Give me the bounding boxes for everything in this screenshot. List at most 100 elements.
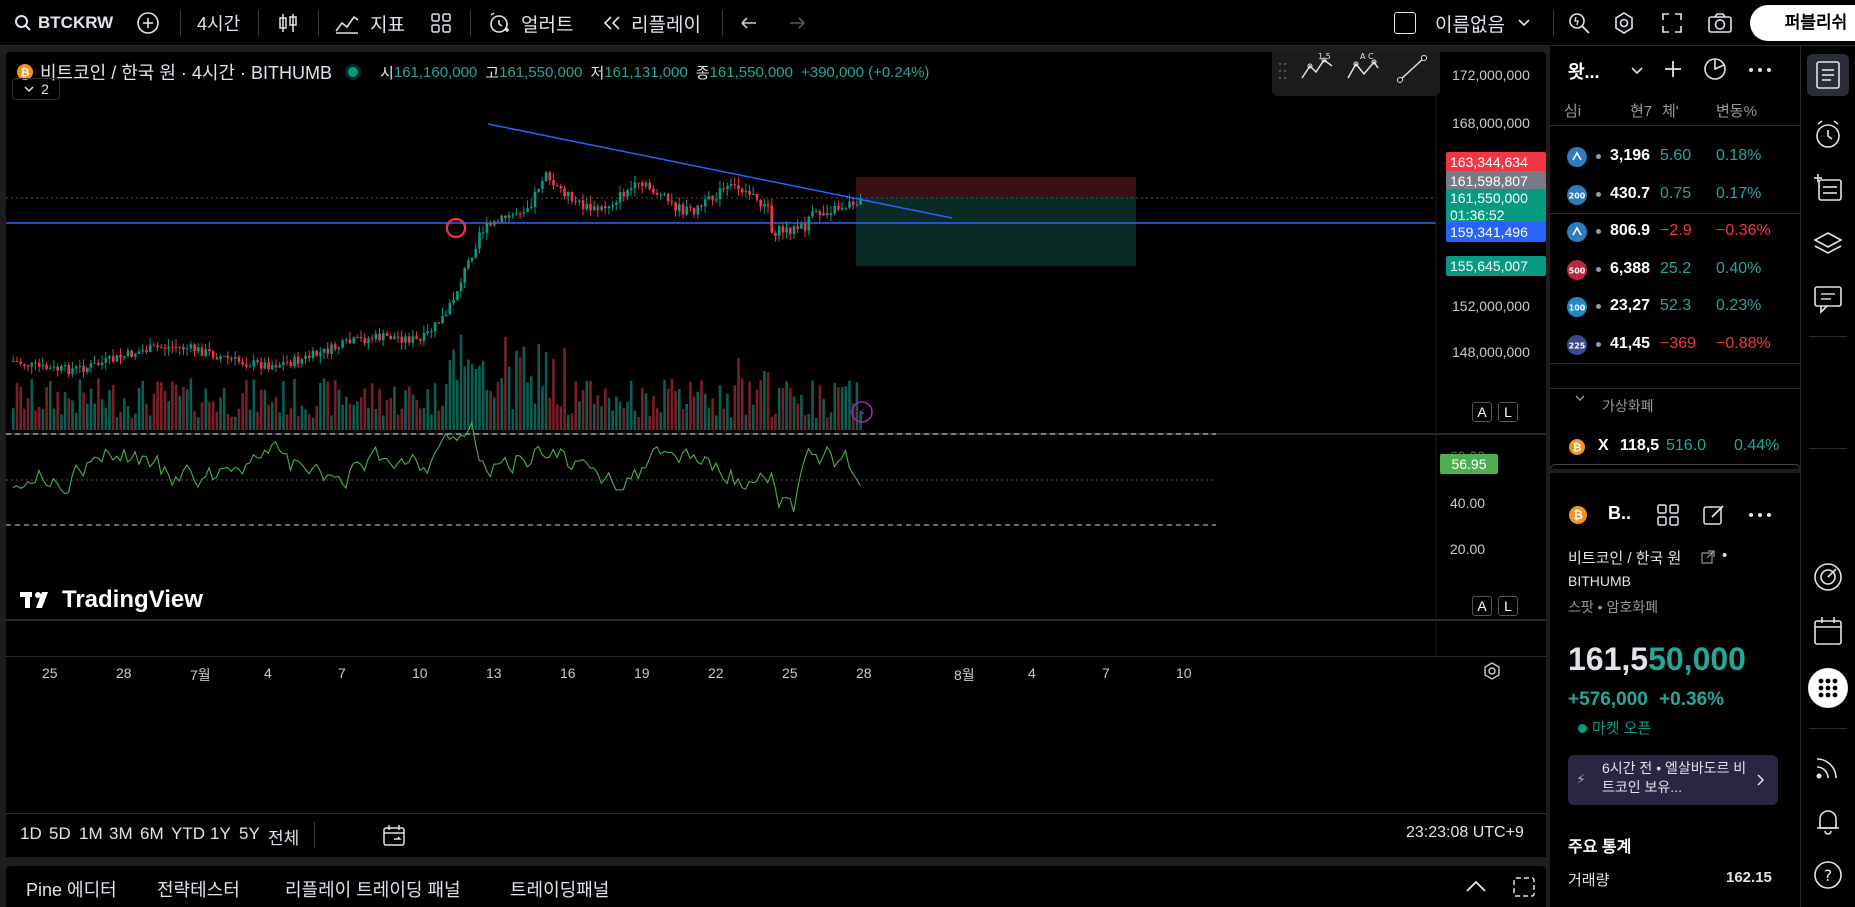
calendar-goto-icon[interactable] — [382, 824, 408, 848]
auto-scale-button[interactable]: A — [1472, 596, 1492, 616]
more-dots-icon[interactable] — [1748, 66, 1772, 74]
time-axis-settings-icon[interactable] — [1482, 661, 1502, 681]
log-scale-button[interactable]: L — [1498, 402, 1518, 422]
tab-pine-editor[interactable]: Pine 에디터 — [26, 880, 117, 900]
volume-bar — [611, 410, 614, 430]
layers-icon[interactable] — [1811, 228, 1845, 262]
watchlist-icon[interactable] — [1811, 58, 1845, 92]
range-button[interactable]: 1M — [79, 824, 103, 843]
target-icon[interactable] — [1811, 560, 1845, 594]
chevron-down-icon[interactable] — [1574, 394, 1586, 404]
templates-button[interactable] — [430, 0, 452, 46]
layout-checkbox[interactable] — [1394, 0, 1416, 46]
news-card[interactable]: ⚡ 6시간 전 • 엘살바도르 비트코인 보유... — [1568, 755, 1778, 805]
add-symbol-icon[interactable] — [1662, 58, 1684, 80]
chevron-up-icon[interactable] — [1464, 878, 1488, 894]
fullscreen-button[interactable] — [1661, 0, 1683, 46]
list-item[interactable]: 100 23,27 52.3 0.23% — [1550, 289, 1800, 325]
chart-pane[interactable]: ⚡ ₿ 비트코인 / 한국 원 · 4시간 · BITHUMB 시 161,16… — [6, 52, 1546, 852]
list-item[interactable]: 500 6,388 25.2 0.40% — [1550, 252, 1800, 288]
volume-bar — [97, 378, 100, 430]
alarm-clock-icon — [490, 12, 509, 33]
volume-bar — [444, 384, 448, 430]
range-button[interactable]: 5Y — [239, 824, 260, 843]
list-item[interactable]: ₿ X 118,5 516.0 0.44% — [1550, 429, 1800, 465]
list-item[interactable]: 225 41,45 −369 −0.88% — [1550, 327, 1800, 363]
layout-name-button[interactable]: 이름없음 — [1435, 0, 1531, 46]
list-item[interactable]: 200 430.7 0.75 0.17% — [1550, 177, 1800, 213]
tab-trading-panel[interactable]: 트레이딩패널 — [510, 880, 610, 900]
settings-button[interactable] — [1612, 0, 1636, 46]
redo-button[interactable] — [786, 0, 808, 46]
range-button[interactable]: 5D — [49, 824, 71, 843]
clock-timezone[interactable]: 23:23:08 UTC+9 — [1406, 824, 1524, 841]
external-link-icon[interactable] — [1700, 549, 1716, 565]
publish-button[interactable] — [1750, 5, 1855, 41]
volume-bar — [352, 404, 355, 430]
apps-button[interactable] — [1808, 668, 1848, 708]
section-crypto[interactable]: 가상화폐 — [1602, 398, 1654, 414]
alert-button[interactable]: 얼러트 — [487, 0, 573, 46]
quick-search-button[interactable] — [1566, 0, 1592, 46]
help-icon[interactable]: ? — [1811, 858, 1845, 892]
volume-bar — [308, 414, 311, 430]
col-change-pct[interactable]: 변동% — [1716, 103, 1757, 120]
chevron-down-icon[interactable] — [1630, 66, 1644, 76]
candle-body — [833, 206, 836, 214]
chart-type-button[interactable] — [276, 0, 300, 46]
range-button[interactable]: 1Y — [210, 824, 231, 843]
more-dots-icon[interactable] — [1748, 511, 1772, 519]
pie-chart-icon[interactable] — [1702, 56, 1728, 82]
drag-handle-icon[interactable] — [1278, 61, 1288, 81]
edit-icon[interactable] — [1702, 503, 1726, 527]
grid-icon[interactable] — [1656, 503, 1680, 527]
chat-icon[interactable] — [1811, 282, 1845, 316]
indicators-button[interactable]: 지표 — [334, 0, 405, 46]
candle-body — [744, 190, 748, 193]
list-item[interactable]: 3,196 5.60 0.18% — [1550, 139, 1800, 175]
gear-icon — [1615, 12, 1633, 34]
candle-body — [626, 190, 629, 197]
maximize-panel-icon[interactable] — [1512, 876, 1536, 898]
elliott-wave-icon[interactable]: 1 5 — [1300, 52, 1334, 82]
candle-body — [93, 362, 96, 364]
col-last[interactable]: 현7 — [1630, 103, 1653, 120]
undo-button[interactable] — [738, 0, 760, 46]
alerts-clock-icon[interactable] — [1811, 118, 1845, 152]
open-value: 161,160,000 — [393, 63, 478, 81]
volume-bar — [259, 389, 263, 430]
range-button[interactable]: 3M — [109, 824, 133, 843]
list-item[interactable]: 806.9 −2.9 −0.36% — [1550, 214, 1800, 250]
range-button[interactable]: 전체 — [268, 829, 300, 848]
legend-collapse-button[interactable]: 2 — [12, 78, 60, 100]
tab-strategy-tester[interactable]: 전략테스터 — [157, 880, 240, 900]
range-button[interactable]: YTD — [171, 824, 205, 843]
watchlist-title[interactable]: 왓... — [1568, 62, 1600, 82]
range-button[interactable]: 6M — [140, 824, 164, 843]
abc-wave-icon[interactable]: A C — [1346, 52, 1380, 82]
range-button[interactable]: 1D — [20, 824, 42, 843]
col-symbol[interactable]: 심i — [1564, 103, 1582, 120]
symbol-title[interactable]: 비트코인 / 한국 원 · 4시간 · BITHUMB — [40, 63, 333, 83]
auto-scale-button[interactable]: A — [1472, 402, 1492, 422]
snapshot-button[interactable] — [1707, 0, 1733, 46]
candle-body — [548, 172, 552, 181]
interval-button[interactable]: 4시간 — [197, 14, 241, 34]
details-symbol[interactable]: B.. — [1608, 503, 1632, 523]
time-axis[interactable]: 25 28 7월 4 7 10 13 16 19 22 25 28 8월 4 7 10 — [6, 656, 1546, 688]
details-name[interactable]: 비트코인 / 한국 원 — [1568, 550, 1682, 567]
chart-canvas[interactable]: ⚡ — [6, 52, 1546, 852]
tab-replay-trading[interactable]: 리플레이 트레이딩 패널 — [285, 880, 461, 900]
col-change[interactable]: 체' — [1662, 103, 1679, 120]
log-scale-button[interactable]: L — [1498, 596, 1518, 616]
object-tree-icon[interactable] — [1811, 172, 1845, 206]
bell-icon[interactable] — [1811, 804, 1845, 838]
candle-body — [430, 331, 433, 333]
calendar-icon[interactable] — [1811, 614, 1845, 648]
symbol-search[interactable]: BTCKRW — [14, 0, 113, 46]
replay-button[interactable]: 리플레이 — [601, 0, 701, 46]
trend-line-icon[interactable] — [1396, 54, 1428, 84]
time-tick: 4 — [264, 665, 272, 681]
compare-button[interactable] — [136, 0, 160, 46]
broadcast-icon[interactable] — [1811, 750, 1845, 784]
